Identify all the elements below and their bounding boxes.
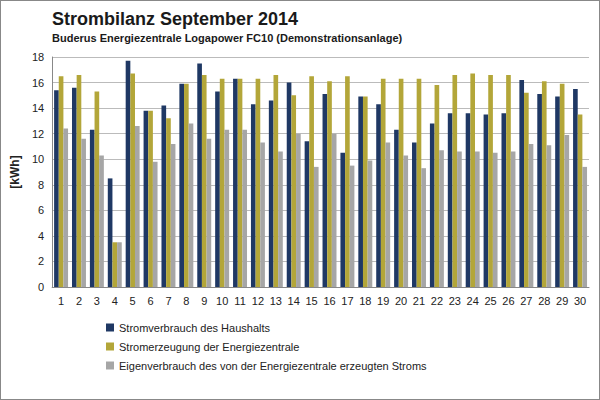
svg-text:18: 18 xyxy=(359,295,371,307)
svg-text:2: 2 xyxy=(76,295,82,307)
svg-text:Buderus Energiezentrale Logapo: Buderus Energiezentrale Logapower FC10 (… xyxy=(52,32,403,44)
svg-text:12: 12 xyxy=(32,128,44,140)
svg-text:4: 4 xyxy=(38,230,44,242)
svg-text:26: 26 xyxy=(502,295,514,307)
svg-text:25: 25 xyxy=(484,295,496,307)
svg-text:Stromverbrauch des Haushalts: Stromverbrauch des Haushalts xyxy=(119,322,271,334)
svg-text:14: 14 xyxy=(32,102,44,114)
svg-text:Eigenverbrauch des von der Ene: Eigenverbrauch des von der Energiezentra… xyxy=(119,360,427,372)
svg-text:7: 7 xyxy=(165,295,171,307)
svg-text:11: 11 xyxy=(234,295,245,307)
svg-text:4: 4 xyxy=(112,295,118,307)
svg-text:20: 20 xyxy=(395,295,407,307)
svg-text:14: 14 xyxy=(288,295,300,307)
svg-text:0: 0 xyxy=(38,281,44,293)
svg-text:24: 24 xyxy=(467,295,479,307)
svg-text:6: 6 xyxy=(147,295,153,307)
svg-text:6: 6 xyxy=(38,204,44,216)
svg-text:30: 30 xyxy=(574,295,586,307)
svg-text:29: 29 xyxy=(556,295,568,307)
svg-text:10: 10 xyxy=(32,153,44,165)
svg-text:16: 16 xyxy=(323,295,335,307)
svg-text:Stromerzeugung der Energiezent: Stromerzeugung der Energiezentrale xyxy=(119,341,299,353)
svg-text:21: 21 xyxy=(413,295,425,307)
svg-text:3: 3 xyxy=(94,295,100,307)
svg-text:18: 18 xyxy=(32,51,44,63)
svg-text:22: 22 xyxy=(431,295,443,307)
svg-text:17: 17 xyxy=(341,295,353,307)
svg-text:8: 8 xyxy=(38,179,44,191)
svg-text:27: 27 xyxy=(520,295,532,307)
svg-text:28: 28 xyxy=(538,295,550,307)
svg-text:9: 9 xyxy=(201,295,207,307)
svg-text:19: 19 xyxy=(377,295,389,307)
svg-text:8: 8 xyxy=(183,295,189,307)
svg-text:2: 2 xyxy=(38,255,44,267)
svg-text:[kWh]: [kWh] xyxy=(8,155,22,188)
svg-text:13: 13 xyxy=(270,295,282,307)
svg-text:1: 1 xyxy=(58,295,64,307)
svg-text:12: 12 xyxy=(252,295,264,307)
svg-text:10: 10 xyxy=(216,295,228,307)
svg-text:15: 15 xyxy=(305,295,317,307)
svg-text:5: 5 xyxy=(130,295,136,307)
svg-text:16: 16 xyxy=(32,77,44,89)
svg-text:23: 23 xyxy=(449,295,461,307)
svg-text:Strombilanz September 2014: Strombilanz September 2014 xyxy=(52,9,298,29)
